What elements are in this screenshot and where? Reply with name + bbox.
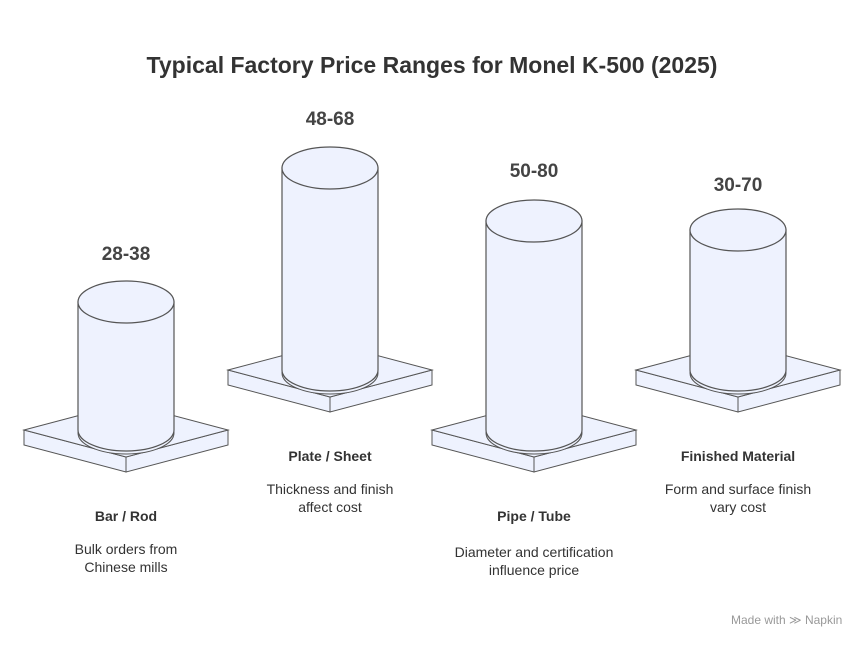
cylinder-top [689, 208, 787, 252]
diagram-title: Typical Factory Price Ranges for Monel K… [146, 52, 718, 78]
category-description: Thickness and finish affect cost [266, 481, 394, 515]
price-range-value: 50-80 [509, 161, 559, 182]
category-label: Plate / Sheet [288, 448, 372, 464]
cylinder-top [77, 280, 175, 324]
category-label: Pipe / Tube [497, 508, 571, 524]
made-with-napkin: Made with ≫ Napkin [731, 613, 842, 627]
credit-text: Made with [731, 613, 786, 627]
category-description: Bulk orders from Chinese mills [74, 541, 178, 575]
credit-brand: Napkin [804, 613, 843, 627]
category-description: Form and surface finish vary cost [664, 481, 812, 515]
napkin-logo-icon: ≫ [789, 613, 802, 627]
cylinder-top [281, 146, 379, 190]
cylinder-top [485, 199, 583, 243]
price-range-value: 28-38 [101, 244, 151, 265]
price-range-value: 30-70 [713, 175, 763, 196]
cylinder-body [485, 220, 583, 452]
cylinder-body [689, 229, 787, 392]
cylinder-body [281, 167, 379, 392]
category-label: Bar / Rod [94, 508, 158, 524]
category-label: Finished Material [680, 448, 796, 464]
price-range-value: 48-68 [305, 109, 355, 130]
cylinder-body [77, 301, 175, 452]
category-description: Diameter and certification influence pri… [454, 544, 614, 578]
